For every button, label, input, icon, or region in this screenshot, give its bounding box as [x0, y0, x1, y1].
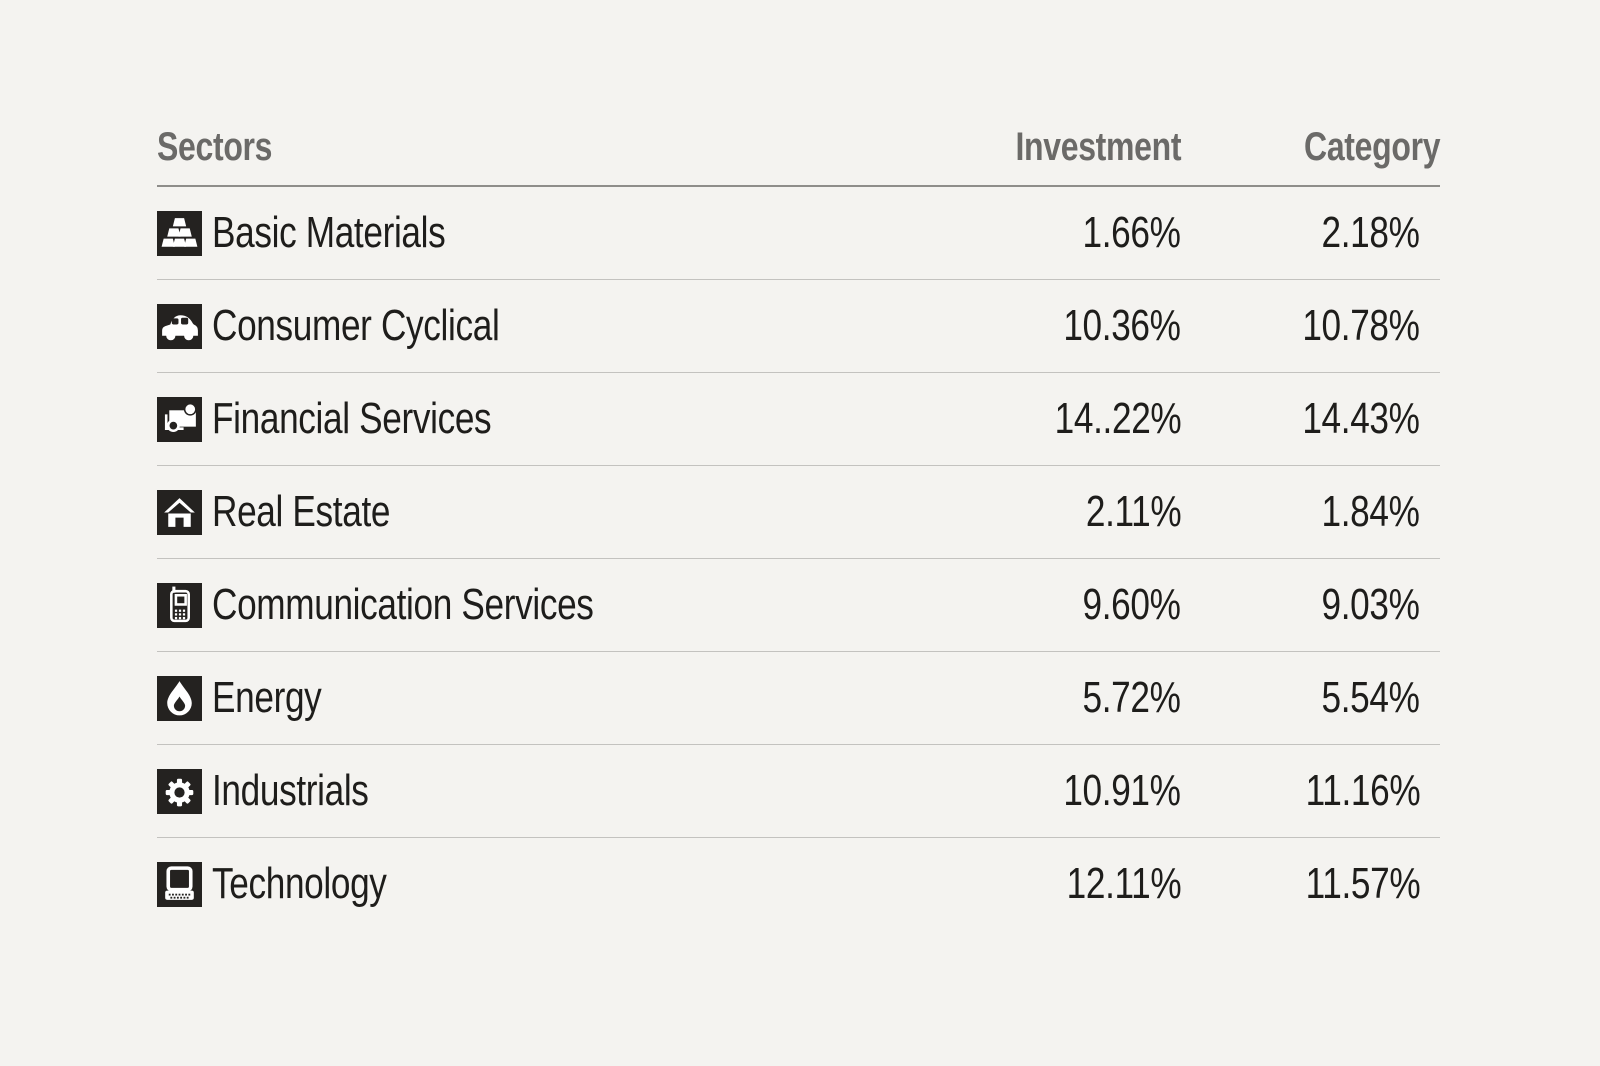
industrials-icon [157, 768, 202, 814]
technology-icon [157, 861, 202, 907]
column-header-sectors: Sectors [157, 110, 951, 187]
sector-label: Communication Services [212, 580, 594, 629]
sector-label: Energy [212, 673, 322, 722]
table-row: Financial Services 14..22% 14.43% [157, 372, 1440, 466]
investment-value: 10.91% [1063, 766, 1182, 815]
table-row: Consumer Cyclical 10.36% 10.78% [157, 279, 1440, 373]
investment-value: 5.72% [1082, 673, 1181, 722]
column-header-investment: Investment [951, 110, 1181, 187]
energy-icon [157, 675, 202, 721]
table-row: Real Estate 2.11% 1.84% [157, 465, 1440, 559]
investment-value: 10.36% [1063, 301, 1182, 350]
category-value: 1.84% [1321, 487, 1420, 536]
real-estate-icon [157, 489, 202, 535]
sector-label: Industrials [212, 766, 369, 815]
sector-weights-table: Sectors Investment Category [157, 110, 1440, 930]
category-value: 10.78% [1302, 301, 1421, 350]
sector-label: Financial Services [212, 394, 492, 443]
investment-value: 2.11% [1085, 487, 1182, 536]
basic-materials-icon [157, 210, 202, 256]
category-value: 11.57% [1305, 859, 1420, 908]
sector-label: Real Estate [212, 487, 391, 536]
category-value: 14.43% [1302, 394, 1421, 443]
table-row: Energy 5.72% 5.54% [157, 651, 1440, 745]
investment-value: 9.60% [1082, 580, 1181, 629]
column-header-category: Category [1181, 110, 1440, 187]
table-row: Basic Materials 1.66% 2.18% [157, 186, 1440, 280]
category-value: 2.18% [1321, 208, 1420, 257]
investment-value: 14..22% [1054, 394, 1181, 443]
financial-services-icon [157, 396, 202, 442]
sector-label: Basic Materials [212, 208, 446, 257]
sector-label: Consumer Cyclical [212, 301, 500, 350]
investment-value: 1.66% [1082, 208, 1181, 257]
category-value: 9.03% [1321, 580, 1420, 629]
category-value: 5.54% [1321, 673, 1420, 722]
category-value: 11.16% [1305, 766, 1420, 815]
sector-label: Technology [212, 859, 387, 908]
table-row: Technology 12.11% 11.57% [157, 838, 1440, 931]
header-row: Sectors Investment Category [157, 110, 1440, 187]
communication-services-icon [157, 582, 202, 628]
consumer-cyclical-icon [157, 303, 202, 349]
table-row: Industrials 10.91% 11.16% [157, 744, 1440, 838]
investment-value: 12.11% [1066, 859, 1181, 908]
table-row: Communication Services 9.60% 9.03% [157, 558, 1440, 652]
